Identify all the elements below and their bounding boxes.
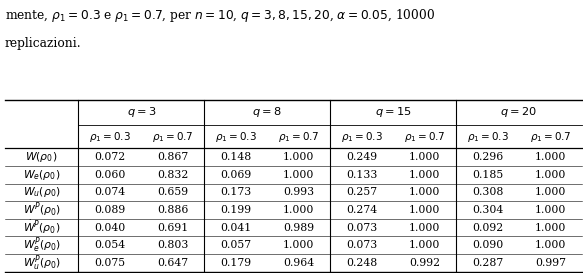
Text: 0.074: 0.074 [94, 187, 125, 197]
Text: 0.867: 0.867 [157, 152, 188, 162]
Text: $W^P(\rho_0)$: $W^P(\rho_0)$ [23, 201, 61, 219]
Text: $\dot{W}^P(\rho_0)$: $\dot{W}^P(\rho_0)$ [23, 219, 60, 236]
Text: 0.647: 0.647 [157, 258, 188, 268]
Text: 0.248: 0.248 [346, 258, 377, 268]
Text: 0.257: 0.257 [346, 187, 377, 197]
Text: $W_u^P(\rho_0)$: $W_u^P(\rho_0)$ [23, 253, 61, 273]
Text: 0.296: 0.296 [472, 152, 503, 162]
Text: 1.000: 1.000 [409, 152, 440, 162]
Text: $\rho_1 = 0.3$: $\rho_1 = 0.3$ [89, 130, 131, 144]
Text: 0.964: 0.964 [283, 258, 314, 268]
Text: 1.000: 1.000 [283, 205, 314, 215]
Text: $q = 15$: $q = 15$ [375, 105, 412, 119]
Text: 1.000: 1.000 [535, 205, 566, 215]
Text: 0.040: 0.040 [94, 222, 125, 233]
Text: 1.000: 1.000 [283, 152, 314, 162]
Text: 1.000: 1.000 [409, 240, 440, 250]
Text: 0.041: 0.041 [220, 222, 251, 233]
Text: 0.060: 0.060 [94, 170, 126, 180]
Text: 1.000: 1.000 [409, 170, 440, 180]
Text: 0.993: 0.993 [283, 187, 314, 197]
Text: 0.691: 0.691 [157, 222, 188, 233]
Text: 0.179: 0.179 [220, 258, 251, 268]
Text: 0.803: 0.803 [157, 240, 188, 250]
Text: 1.000: 1.000 [409, 205, 440, 215]
Text: 0.304: 0.304 [472, 205, 503, 215]
Text: 0.185: 0.185 [472, 170, 503, 180]
Text: replicazioni.: replicazioni. [5, 37, 81, 50]
Text: 0.249: 0.249 [346, 152, 377, 162]
Text: 0.199: 0.199 [220, 205, 251, 215]
Text: $q = 20$: $q = 20$ [500, 105, 538, 119]
Text: $\rho_1 = 0.3$: $\rho_1 = 0.3$ [466, 130, 508, 144]
Text: $q = 3$: $q = 3$ [127, 105, 156, 119]
Text: 0.072: 0.072 [94, 152, 125, 162]
Text: 1.000: 1.000 [409, 222, 440, 233]
Text: $q = 8$: $q = 8$ [252, 105, 282, 119]
Text: 0.173: 0.173 [220, 187, 251, 197]
Text: 0.075: 0.075 [94, 258, 125, 268]
Text: 0.308: 0.308 [472, 187, 503, 197]
Text: 0.832: 0.832 [157, 170, 188, 180]
Text: 0.057: 0.057 [220, 240, 251, 250]
Text: 0.089: 0.089 [94, 205, 125, 215]
Text: $\rho_1 = 0.7$: $\rho_1 = 0.7$ [530, 130, 571, 144]
Text: 1.000: 1.000 [409, 187, 440, 197]
Text: $W(\rho_0)$: $W(\rho_0)$ [26, 150, 58, 164]
Text: 1.000: 1.000 [535, 170, 566, 180]
Text: 0.274: 0.274 [346, 205, 377, 215]
Text: 1.000: 1.000 [535, 240, 566, 250]
Text: 0.133: 0.133 [346, 170, 377, 180]
Text: 0.092: 0.092 [472, 222, 503, 233]
Text: mente, $\rho_1 = 0.3$ e $\rho_1 = 0.7$, per $n = 10$, $q = 3, 8, 15, 20$, $\alph: mente, $\rho_1 = 0.3$ e $\rho_1 = 0.7$, … [5, 7, 435, 24]
Text: 0.886: 0.886 [157, 205, 188, 215]
Text: $W_u(\rho_0)$: $W_u(\rho_0)$ [23, 185, 60, 199]
Text: $\rho_1 = 0.3$: $\rho_1 = 0.3$ [340, 130, 382, 144]
Text: 0.073: 0.073 [346, 240, 377, 250]
Text: 0.148: 0.148 [220, 152, 251, 162]
Text: 0.992: 0.992 [409, 258, 440, 268]
Text: $\rho_1 = 0.7$: $\rho_1 = 0.7$ [404, 130, 445, 144]
Text: $W_e(\rho_0)$: $W_e(\rho_0)$ [23, 168, 60, 182]
Text: 0.989: 0.989 [283, 222, 314, 233]
Text: 0.287: 0.287 [472, 258, 503, 268]
Text: 0.054: 0.054 [94, 240, 125, 250]
Text: 0.073: 0.073 [346, 222, 377, 233]
Text: $\rho_1 = 0.7$: $\rho_1 = 0.7$ [278, 130, 319, 144]
Text: $\rho_1 = 0.3$: $\rho_1 = 0.3$ [215, 130, 257, 144]
Text: 1.000: 1.000 [535, 152, 566, 162]
Text: 1.000: 1.000 [535, 187, 566, 197]
Text: $\rho_1 = 0.7$: $\rho_1 = 0.7$ [152, 130, 194, 144]
Text: 0.659: 0.659 [157, 187, 188, 197]
Text: 1.000: 1.000 [535, 222, 566, 233]
Text: 0.997: 0.997 [535, 258, 566, 268]
Text: 1.000: 1.000 [283, 240, 314, 250]
Text: $W_e^P(\rho_0)$: $W_e^P(\rho_0)$ [23, 235, 61, 255]
Text: 1.000: 1.000 [283, 170, 314, 180]
Text: 0.069: 0.069 [220, 170, 251, 180]
Text: 0.090: 0.090 [472, 240, 503, 250]
